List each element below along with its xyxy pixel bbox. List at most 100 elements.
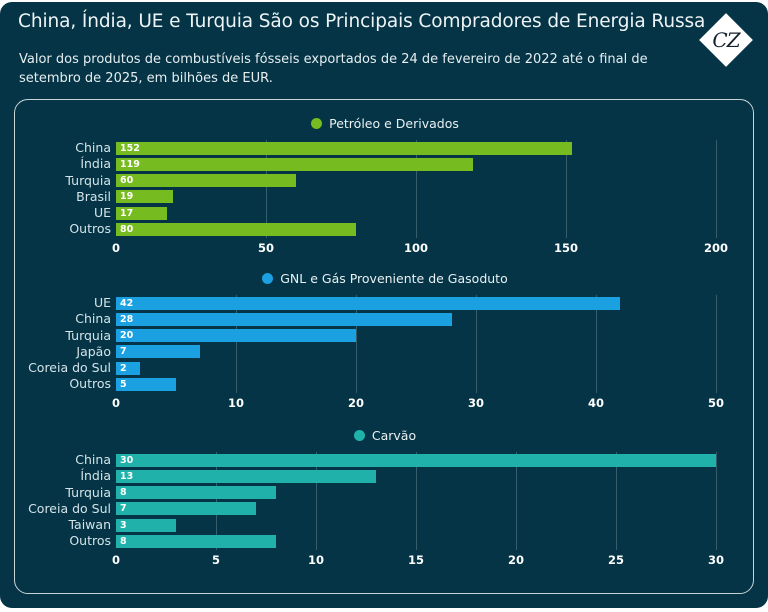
bar[interactable]: 17 <box>116 206 167 220</box>
gridline <box>716 452 717 550</box>
chart-petroleo: Petróleo e Derivados China Índia Turquia Bra… <box>15 108 755 263</box>
bar-row: 8 <box>116 485 716 501</box>
gridline <box>716 140 717 238</box>
legend-label: GNL e Gás Proveniente de Gasoduto <box>280 271 508 286</box>
bar-row: 17 <box>116 205 716 221</box>
category-label: UE <box>93 205 111 221</box>
bar-row: 60 <box>116 173 716 189</box>
x-axis-tick: 0 <box>111 395 121 410</box>
x-axis-tick: 20 <box>347 395 365 410</box>
x-axis-tick: 10 <box>227 395 245 410</box>
bar[interactable]: 13 <box>116 469 376 483</box>
bar-value-label: 5 <box>120 379 127 391</box>
legend-marker-icon <box>262 273 274 284</box>
category-label: Turquia <box>65 172 111 188</box>
bar[interactable]: 152 <box>116 141 572 155</box>
bar-value-label: 19 <box>120 191 134 203</box>
charts-panel: Petróleo e Derivados China Índia Turquia Bra… <box>14 99 754 594</box>
x-axis-tick: 10 <box>307 552 325 567</box>
bar-value-label: 20 <box>120 330 134 342</box>
bar-value-label: 42 <box>120 297 134 309</box>
bar[interactable]: 2 <box>116 361 140 375</box>
chart-legend: Petróleo e Derivados <box>15 116 755 131</box>
bar-row: 2 <box>116 360 716 376</box>
category-label: Outros <box>69 533 111 549</box>
bars: 42 28 20 7 2 5 <box>116 295 716 393</box>
bar-row: 7 <box>116 344 716 360</box>
gridline <box>716 295 717 393</box>
x-axis-tick: 15 <box>407 552 425 567</box>
bar[interactable]: 5 <box>116 378 176 392</box>
legend-label: Carvão <box>371 428 417 443</box>
x-axis-tick: 200 <box>703 240 729 255</box>
bar[interactable]: 60 <box>116 174 296 188</box>
bar[interactable]: 7 <box>116 502 256 516</box>
category-label: Coreia do Sul <box>28 360 111 376</box>
x-axis-tick: 20 <box>507 552 525 567</box>
bar[interactable]: 8 <box>116 535 276 549</box>
bar-value-label: 7 <box>120 346 127 358</box>
chart-carvao: Carvão China Índia Turquia Coreia do Sul Taiw… <box>15 420 755 592</box>
page-title: China, Índia, UE e Turquia São os Princi… <box>18 11 706 32</box>
bar-value-label: 30 <box>120 454 134 466</box>
bar[interactable]: 119 <box>116 157 473 171</box>
bar-value-label: 2 <box>120 362 127 374</box>
bar-row: 13 <box>116 468 716 484</box>
x-axis-tick: 30 <box>707 552 725 567</box>
category-label: Coreia do Sul <box>28 500 111 516</box>
category-label: Taiwan <box>68 517 111 533</box>
bar[interactable]: 30 <box>116 453 716 467</box>
legend-label: Petróleo e Derivados <box>329 116 459 131</box>
logo-text: CZ <box>712 28 740 52</box>
category-label: Turquia <box>65 484 111 500</box>
bar-value-label: 17 <box>120 207 134 219</box>
category-label: Brasil <box>76 188 111 204</box>
category-labels: China Índia Turquia Coreia do Sul Taiwan Outr… <box>15 452 116 550</box>
category-label: Outros <box>69 221 111 237</box>
x-axis: 0 10 20 30 40 50 <box>112 395 724 414</box>
bars: 30 13 8 7 3 8 <box>116 452 716 550</box>
category-label: Índia <box>80 156 111 172</box>
bar-row: 80 <box>116 221 716 237</box>
category-label: Outros <box>69 376 111 392</box>
bar-row: 30 <box>116 452 716 468</box>
x-axis-tick: 50 <box>707 395 725 410</box>
x-axis-tick: 25 <box>607 552 625 567</box>
bar-value-label: 8 <box>120 487 127 499</box>
bar-value-label: 13 <box>120 470 134 482</box>
x-axis-tick: 40 <box>587 395 605 410</box>
chart-legend: GNL e Gás Proveniente de Gasoduto <box>15 271 755 286</box>
bar-row: 20 <box>116 328 716 344</box>
bar-row: 119 <box>116 156 716 172</box>
bar-row: 3 <box>116 517 716 533</box>
x-axis-tick: 5 <box>211 552 221 567</box>
bar-value-label: 152 <box>120 142 140 154</box>
bar-row: 5 <box>116 376 716 392</box>
category-label: Índia <box>80 468 111 484</box>
bar[interactable]: 28 <box>116 312 452 326</box>
x-axis-tick: 0 <box>111 552 121 567</box>
bar-row: 8 <box>116 533 716 549</box>
x-axis-tick: 50 <box>257 240 275 255</box>
bar[interactable]: 8 <box>116 486 276 500</box>
category-label: China <box>75 311 111 327</box>
bar-row: 7 <box>116 501 716 517</box>
bar-value-label: 28 <box>120 313 134 325</box>
bar[interactable]: 3 <box>116 518 176 532</box>
bar[interactable]: 20 <box>116 329 356 343</box>
page-subtitle: Valor dos produtos de combustíveis fósse… <box>19 52 648 86</box>
legend-marker-icon <box>311 118 323 129</box>
bar[interactable]: 19 <box>116 190 173 204</box>
x-axis-tick: 100 <box>403 240 429 255</box>
bar-value-label: 7 <box>120 503 127 515</box>
category-label: UE <box>93 295 111 310</box>
x-axis-tick: 150 <box>553 240 579 255</box>
bar[interactable]: 7 <box>116 345 200 359</box>
bar-row: 152 <box>116 140 716 156</box>
category-label: China <box>75 452 111 467</box>
bar-value-label: 119 <box>120 158 140 170</box>
bar[interactable]: 80 <box>116 223 356 237</box>
cz-logo: CZ <box>699 13 753 67</box>
bar[interactable]: 42 <box>116 296 620 310</box>
